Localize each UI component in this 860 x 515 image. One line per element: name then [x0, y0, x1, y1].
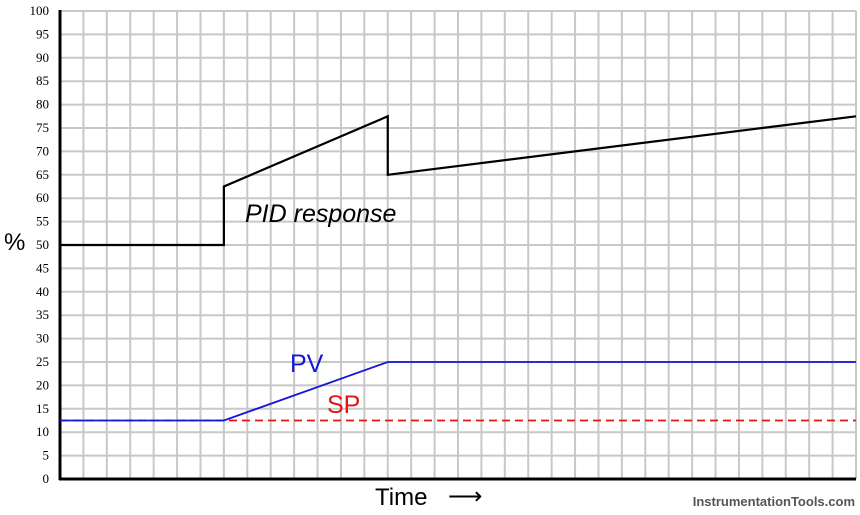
y-tick-label: 30 — [36, 331, 49, 346]
y-tick-label: 90 — [36, 50, 49, 65]
sp-annotation: SP — [327, 391, 360, 419]
y-tick-label: 55 — [36, 214, 49, 229]
y-tick-label: 5 — [43, 448, 50, 463]
y-tick-label: 35 — [36, 307, 49, 322]
y-tick-label: 75 — [36, 120, 49, 135]
y-tick-label: 100 — [30, 3, 50, 18]
y-tick-label: 10 — [36, 424, 49, 439]
y-tick-labels: 0 5 10 15 20 25 30 35 40 45 50 55 60 65 70 75 80 85 90 95 10… — [30, 3, 50, 486]
y-tick-label: 80 — [36, 97, 49, 112]
y-tick-label: 20 — [36, 377, 49, 392]
x-axis-label: Time — [375, 484, 427, 511]
pid-response-annotation: PID response — [245, 200, 396, 228]
pv-annotation: PV — [290, 350, 324, 378]
chart-grid — [59, 10, 857, 480]
watermark-text: InstrumentationTools.com — [693, 494, 855, 509]
y-tick-label: 60 — [36, 190, 49, 205]
y-tick-label: 15 — [36, 401, 49, 416]
series-line-pid-response — [60, 114, 857, 247]
y-axis-label: % — [4, 229, 25, 256]
time-arrow-icon: ⟶ — [448, 483, 482, 510]
y-tick-label: 70 — [36, 143, 49, 158]
y-tick-label: 45 — [36, 260, 49, 275]
y-tick-label: 95 — [36, 26, 49, 41]
y-tick-label: 50 — [36, 237, 49, 252]
series-line-pv — [60, 361, 856, 422]
y-tick-label: 40 — [36, 284, 49, 299]
chart-series — [60, 114, 857, 422]
y-tick-label: 25 — [36, 354, 49, 369]
y-tick-label: 85 — [36, 73, 49, 88]
y-tick-label: 65 — [36, 167, 49, 182]
y-tick-label: 0 — [43, 471, 50, 486]
